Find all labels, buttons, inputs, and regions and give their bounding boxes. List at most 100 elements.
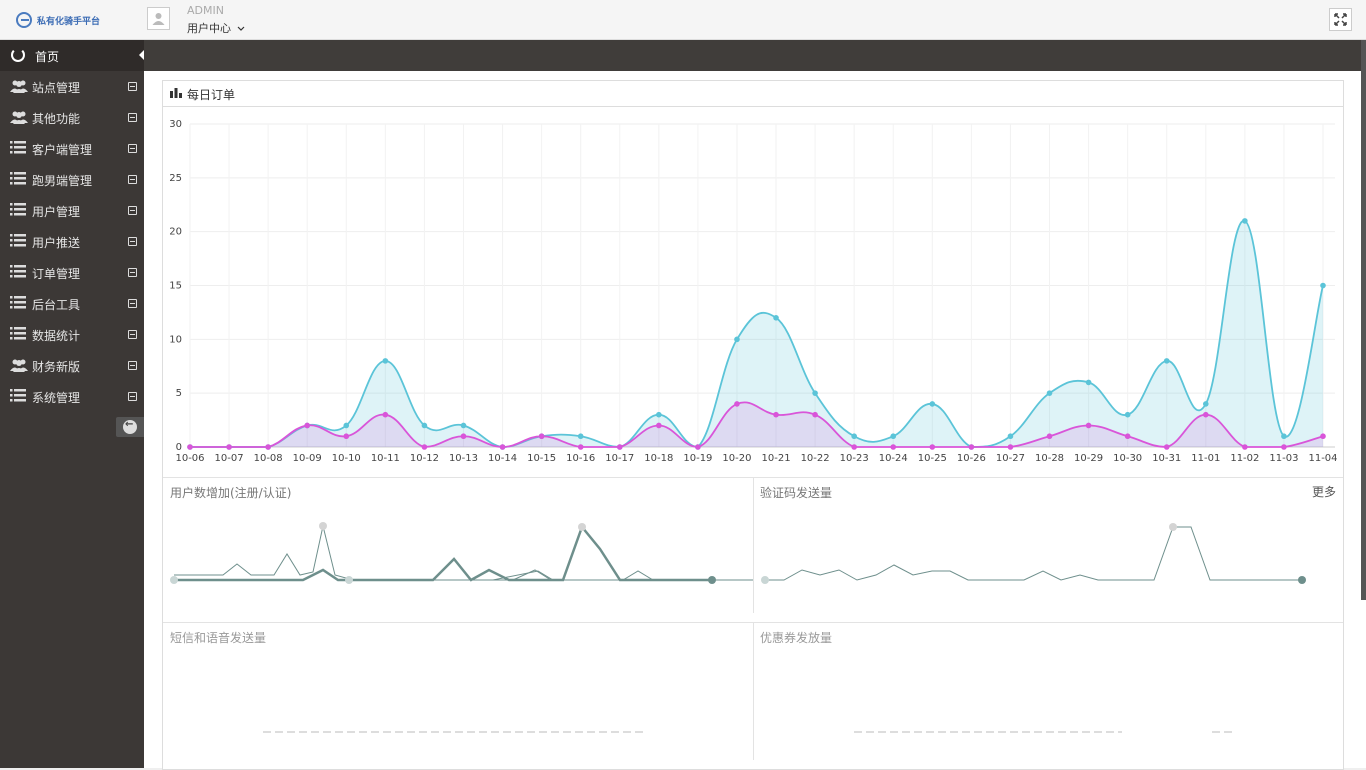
more-link[interactable]: 更多 xyxy=(1312,485,1337,499)
data-point[interactable] xyxy=(734,336,740,343)
data-point[interactable] xyxy=(421,422,428,429)
data-point[interactable] xyxy=(304,422,311,429)
expand-toggle-icon[interactable] xyxy=(128,237,137,246)
data-point[interactable] xyxy=(1242,444,1248,450)
app-logo[interactable]: 私有化骑手平台 xyxy=(16,11,100,29)
data-point[interactable] xyxy=(1242,218,1248,224)
fullscreen-button[interactable] xyxy=(1329,8,1352,31)
data-point[interactable] xyxy=(1124,433,1131,440)
data-point[interactable] xyxy=(616,444,623,450)
sidebar-item-6[interactable]: 用户推送 xyxy=(0,226,144,257)
sidebar-item-2[interactable]: 其他功能 xyxy=(0,102,144,133)
series-area-1 xyxy=(190,402,1323,447)
x-tick-label: 10-06 xyxy=(175,453,204,464)
sidebar-item-label: 财务新版 xyxy=(32,360,81,374)
bar-chart-icon xyxy=(170,88,182,98)
data-point[interactable] xyxy=(577,433,584,440)
data-point[interactable] xyxy=(343,433,350,440)
data-point[interactable] xyxy=(460,433,467,440)
data-point[interactable] xyxy=(851,444,857,450)
data-point[interactable] xyxy=(1320,282,1326,289)
data-point[interactable] xyxy=(1202,401,1209,407)
expand-toggle-icon[interactable] xyxy=(128,82,137,91)
data-point[interactable] xyxy=(226,444,232,450)
data-point[interactable] xyxy=(1202,411,1209,418)
avatar[interactable] xyxy=(147,7,170,30)
expand-toggle-icon[interactable] xyxy=(128,113,137,122)
expand-toggle-icon[interactable] xyxy=(128,175,137,184)
x-tick-label: 10-17 xyxy=(605,453,634,464)
expand-toggle-icon[interactable] xyxy=(128,206,137,215)
data-point[interactable] xyxy=(695,444,701,450)
expand-toggle-icon[interactable] xyxy=(128,299,137,308)
data-point[interactable] xyxy=(1124,411,1131,418)
data-point[interactable] xyxy=(460,422,467,429)
data-point[interactable] xyxy=(382,358,389,364)
expand-toggle-icon[interactable] xyxy=(128,268,137,277)
sidebar-item-1[interactable]: 站点管理 xyxy=(0,71,144,102)
data-point[interactable] xyxy=(890,444,897,450)
sidebar-item-10[interactable]: 财务新版 xyxy=(0,350,144,381)
sms-voice-title: 短信和语音发送量 xyxy=(170,631,267,645)
data-point[interactable] xyxy=(1163,444,1170,450)
data-point[interactable] xyxy=(1007,433,1014,440)
data-point[interactable] xyxy=(929,444,936,450)
sidebar-item-4[interactable]: 跑男端管理 xyxy=(0,164,144,195)
expand-toggle-icon[interactable] xyxy=(128,392,137,401)
logo-text: 私有化骑手平台 xyxy=(37,16,101,27)
data-point[interactable] xyxy=(1085,422,1092,429)
sidebar-item-11[interactable]: 系统管理 xyxy=(0,381,144,412)
data-point[interactable] xyxy=(1085,379,1092,386)
data-point[interactable] xyxy=(929,401,936,407)
sidebar-item-9[interactable]: 数据统计 xyxy=(0,319,144,350)
data-point[interactable] xyxy=(577,444,584,450)
sidebar-item-5[interactable]: 用户管理 xyxy=(0,195,144,226)
x-tick-label: 10-30 xyxy=(1113,453,1142,464)
data-point[interactable] xyxy=(773,315,779,321)
x-tick-label: 10-31 xyxy=(1152,453,1181,464)
data-point[interactable] xyxy=(1320,433,1326,440)
data-point[interactable] xyxy=(968,444,975,450)
data-point[interactable] xyxy=(343,422,350,429)
x-tick-label: 11-02 xyxy=(1230,453,1259,464)
expand-toggle-icon[interactable] xyxy=(128,330,137,339)
data-point[interactable] xyxy=(812,411,818,418)
data-point[interactable] xyxy=(890,433,897,440)
y-tick-label: 20 xyxy=(169,227,182,238)
data-point[interactable] xyxy=(1281,433,1287,440)
sidebar-collapse-button[interactable] xyxy=(116,417,144,437)
data-point[interactable] xyxy=(187,444,193,450)
data-point[interactable] xyxy=(1281,444,1287,450)
expand-toggle-icon[interactable] xyxy=(128,144,137,153)
data-point[interactable] xyxy=(1163,358,1170,364)
data-point[interactable] xyxy=(851,433,857,440)
user-center-menu[interactable]: 用户中心 xyxy=(187,20,245,36)
data-point[interactable] xyxy=(538,433,545,440)
expand-toggle-icon[interactable] xyxy=(128,361,137,370)
users-icon xyxy=(10,79,28,93)
data-point[interactable] xyxy=(773,411,779,418)
sidebar: 首页 站点管理 其他功能 客户端管理 跑男端管理 用户管理 用户推送订单管理后台工具 数据统… xyxy=(0,40,144,768)
sidebar-item-home[interactable]: 首页 xyxy=(0,40,144,71)
data-point[interactable] xyxy=(382,411,389,418)
data-point[interactable] xyxy=(499,444,506,450)
data-point[interactable] xyxy=(1007,444,1014,450)
data-point[interactable] xyxy=(656,411,662,418)
data-point[interactable] xyxy=(421,444,428,450)
sidebar-item-label: 订单管理 xyxy=(32,267,81,281)
data-point[interactable] xyxy=(1046,390,1053,396)
users-icon xyxy=(10,358,28,372)
list-icon xyxy=(10,327,26,341)
data-point[interactable] xyxy=(656,422,662,429)
data-point[interactable] xyxy=(265,444,271,450)
sidebar-item-8[interactable]: 后台工具 xyxy=(0,288,144,319)
section-divider xyxy=(163,477,1343,478)
data-point[interactable] xyxy=(734,401,740,407)
x-tick-label: 10-15 xyxy=(527,453,556,464)
y-tick-label: 0 xyxy=(176,442,182,453)
page-scrollbar[interactable] xyxy=(1361,40,1366,600)
data-point[interactable] xyxy=(1046,433,1053,440)
data-point[interactable] xyxy=(812,390,818,396)
sidebar-item-3[interactable]: 客户端管理 xyxy=(0,133,144,164)
sidebar-item-7[interactable]: 订单管理 xyxy=(0,257,144,288)
